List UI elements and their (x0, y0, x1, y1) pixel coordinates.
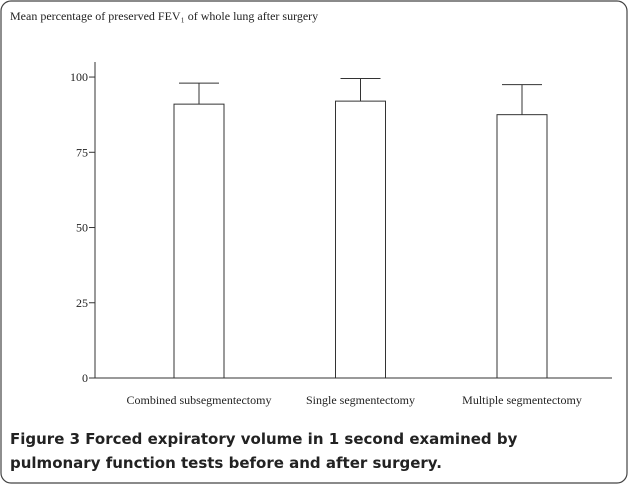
bar (496, 114, 548, 379)
y-tick-label: 50 (76, 221, 88, 235)
y-tick-label: 75 (76, 145, 88, 159)
y-tick-label: 25 (76, 296, 88, 310)
bar (173, 103, 225, 379)
y-tick-label: 0 (82, 371, 88, 385)
caption-line: pulmonary function tests before and afte… (10, 454, 442, 472)
caption-line: Figure 3 Forced expiratory volume in 1 s… (10, 430, 518, 448)
caption-label: Figure 3 (10, 430, 80, 448)
caption-text: Forced expiratory volume in 1 second exa… (80, 430, 518, 448)
chart-title: Mean percentage of preserved FEV₁ of who… (10, 9, 318, 23)
x-tick-label: Single segmentectomy (306, 393, 415, 407)
bar (335, 100, 386, 379)
y-tick-label: 100 (70, 70, 88, 84)
x-tick-label: Combined subsegmentectomy (127, 393, 272, 407)
x-tick-label: Multiple segmentectomy (462, 393, 582, 407)
